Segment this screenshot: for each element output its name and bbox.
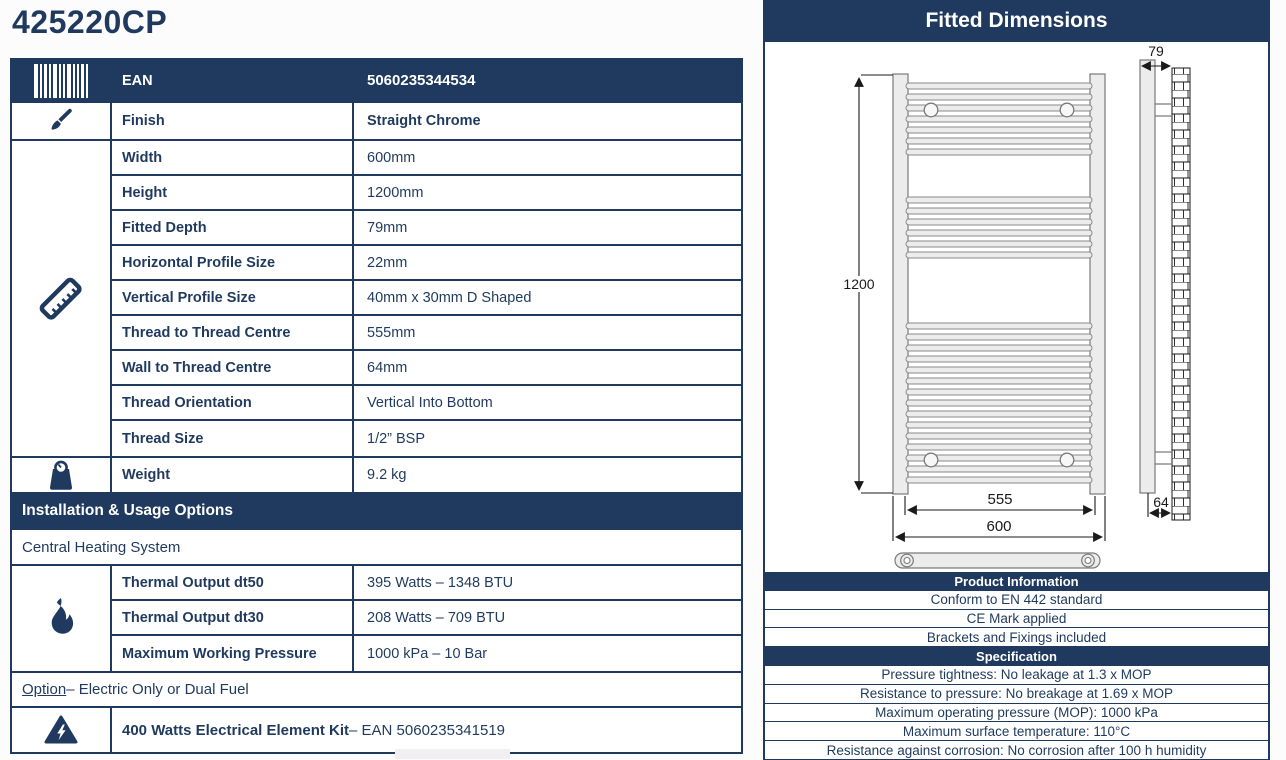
weight-value: 9.2 kg (367, 467, 407, 483)
table-row: Vertical Profile Size 40mm x 30mm D Shape… (112, 281, 741, 316)
electric-hazard-icon (12, 708, 112, 752)
dimensions-block: Width 600mm Height 1200mm Fitted Depth 79mm… (12, 141, 741, 458)
fitted-dimensions-panel: Fitted Dimensions (763, 0, 1270, 760)
option-row: Option – Electric Only or Dual Fuel (12, 673, 741, 708)
table-row: Thread Size 1/2” BSP (112, 421, 741, 456)
dimensions-rows: Width 600mm Height 1200mm Fitted Depth 79mm… (112, 141, 741, 456)
central-heating-row: Central Heating System (12, 530, 741, 566)
table-row: Fitted Depth 79mm (112, 211, 741, 246)
thread-centres-label: 555 (987, 491, 1012, 508)
ean-value: 5060235344534 (367, 72, 476, 89)
table-row: Thread Orientation Vertical Into Bottom (112, 386, 741, 421)
finish-label: Finish (112, 103, 354, 139)
option-text: – Electric Only or Dual Fuel (66, 681, 249, 698)
table-row: Width 600mm (112, 141, 741, 176)
specification-header: Specification (765, 647, 1268, 666)
bracket-heads (923, 102, 1075, 468)
height-dimension-label: 1200 (843, 276, 874, 292)
thread-centres-dimension (904, 496, 1096, 515)
table-row: Height 1200mm (112, 176, 741, 211)
table-row: Horizontal Profile Size 22mm (112, 246, 741, 281)
height-label-bg (839, 276, 880, 292)
specification-row: Maximum surface temperature: 110°C (765, 722, 1268, 742)
table-row: Maximum Working Pressure 1000 kPa – 10 Ba… (112, 636, 741, 671)
finish-row: Finish Straight Chrome (12, 103, 741, 141)
thermal-rows: Thermal Output dt50 395 Watts – 1348 BTU … (112, 566, 741, 671)
radiator-diagram: 1200 79 64 555 (839, 43, 1191, 569)
installation-header: Installation & Usage Options (12, 494, 741, 530)
width-dimension (892, 496, 1106, 542)
product-info-row: Conform to EN 442 standard (765, 590, 1268, 610)
product-information-header: Product Information (765, 572, 1268, 591)
electric-kit-row: 400 Watts Electrical Element Kit – EAN 5… (12, 708, 741, 752)
table-row: Thermal Output dt30 208 Watts – 709 BTU (112, 601, 741, 636)
radiator-bars (905, 82, 1093, 484)
electric-kit-name: 400 Watts Electrical Element Kit (122, 721, 350, 739)
weight-label: Weight (112, 458, 354, 492)
ean-label: EAN (112, 60, 354, 101)
radiator-side-view (1139, 59, 1156, 494)
thermal-block: Thermal Output dt50 395 Watts – 1348 BTU … (12, 566, 741, 673)
fitted-dimensions-header: Fitted Dimensions (765, 0, 1268, 42)
specification-row: Maximum operating pressure (MOP): 1000 k… (765, 703, 1268, 723)
table-row: Thread to Thread Centre 555mm (112, 316, 741, 351)
radiator-top-view (894, 552, 1101, 569)
flame-icon (12, 566, 112, 671)
product-info-table: Product Information Conform to EN 442 st… (765, 572, 1268, 760)
spec-table: EAN 5060235344534 Finish Straight Chrome (10, 58, 743, 754)
wall-brackets (1155, 103, 1172, 465)
ean-row: EAN 5060235344534 (12, 60, 741, 103)
specification-row: Resistance to pressure: No breakage at 1… (765, 684, 1268, 704)
page-title: 425220CP (12, 4, 168, 40)
finish-value: Straight Chrome (367, 113, 481, 129)
wall-centre-label: 64 (1153, 494, 1169, 510)
wall-section (1171, 67, 1191, 521)
width-dimension-label: 600 (986, 518, 1011, 535)
table-row: Wall to Thread Centre 64mm (112, 351, 741, 386)
weight-row: Weight 9.2 kg (12, 458, 741, 494)
table-row: Thermal Output dt50 395 Watts – 1348 BTU (112, 566, 741, 601)
electric-kit-ean: – EAN 5060235341519 (349, 721, 506, 739)
specification-row: Pressure tightness: No leakage at 1.3 x … (765, 665, 1268, 685)
paintbrush-icon (12, 103, 112, 139)
depth-dimension-label: 79 (1148, 43, 1164, 59)
product-info-row: CE Mark applied (765, 609, 1268, 629)
scan-artifact (395, 749, 510, 759)
radiator-front-view (892, 73, 1106, 495)
option-word: Option (22, 681, 67, 698)
barcode-icon (12, 60, 112, 101)
specification-row: Resistance against corrosion: No corrosi… (765, 741, 1268, 760)
scale-icon (12, 458, 112, 492)
product-info-row: Brackets and Fixings included (765, 628, 1268, 648)
electric-kit-text: 400 Watts Electrical Element Kit – EAN 5… (112, 708, 741, 752)
ruler-icon (12, 141, 112, 456)
